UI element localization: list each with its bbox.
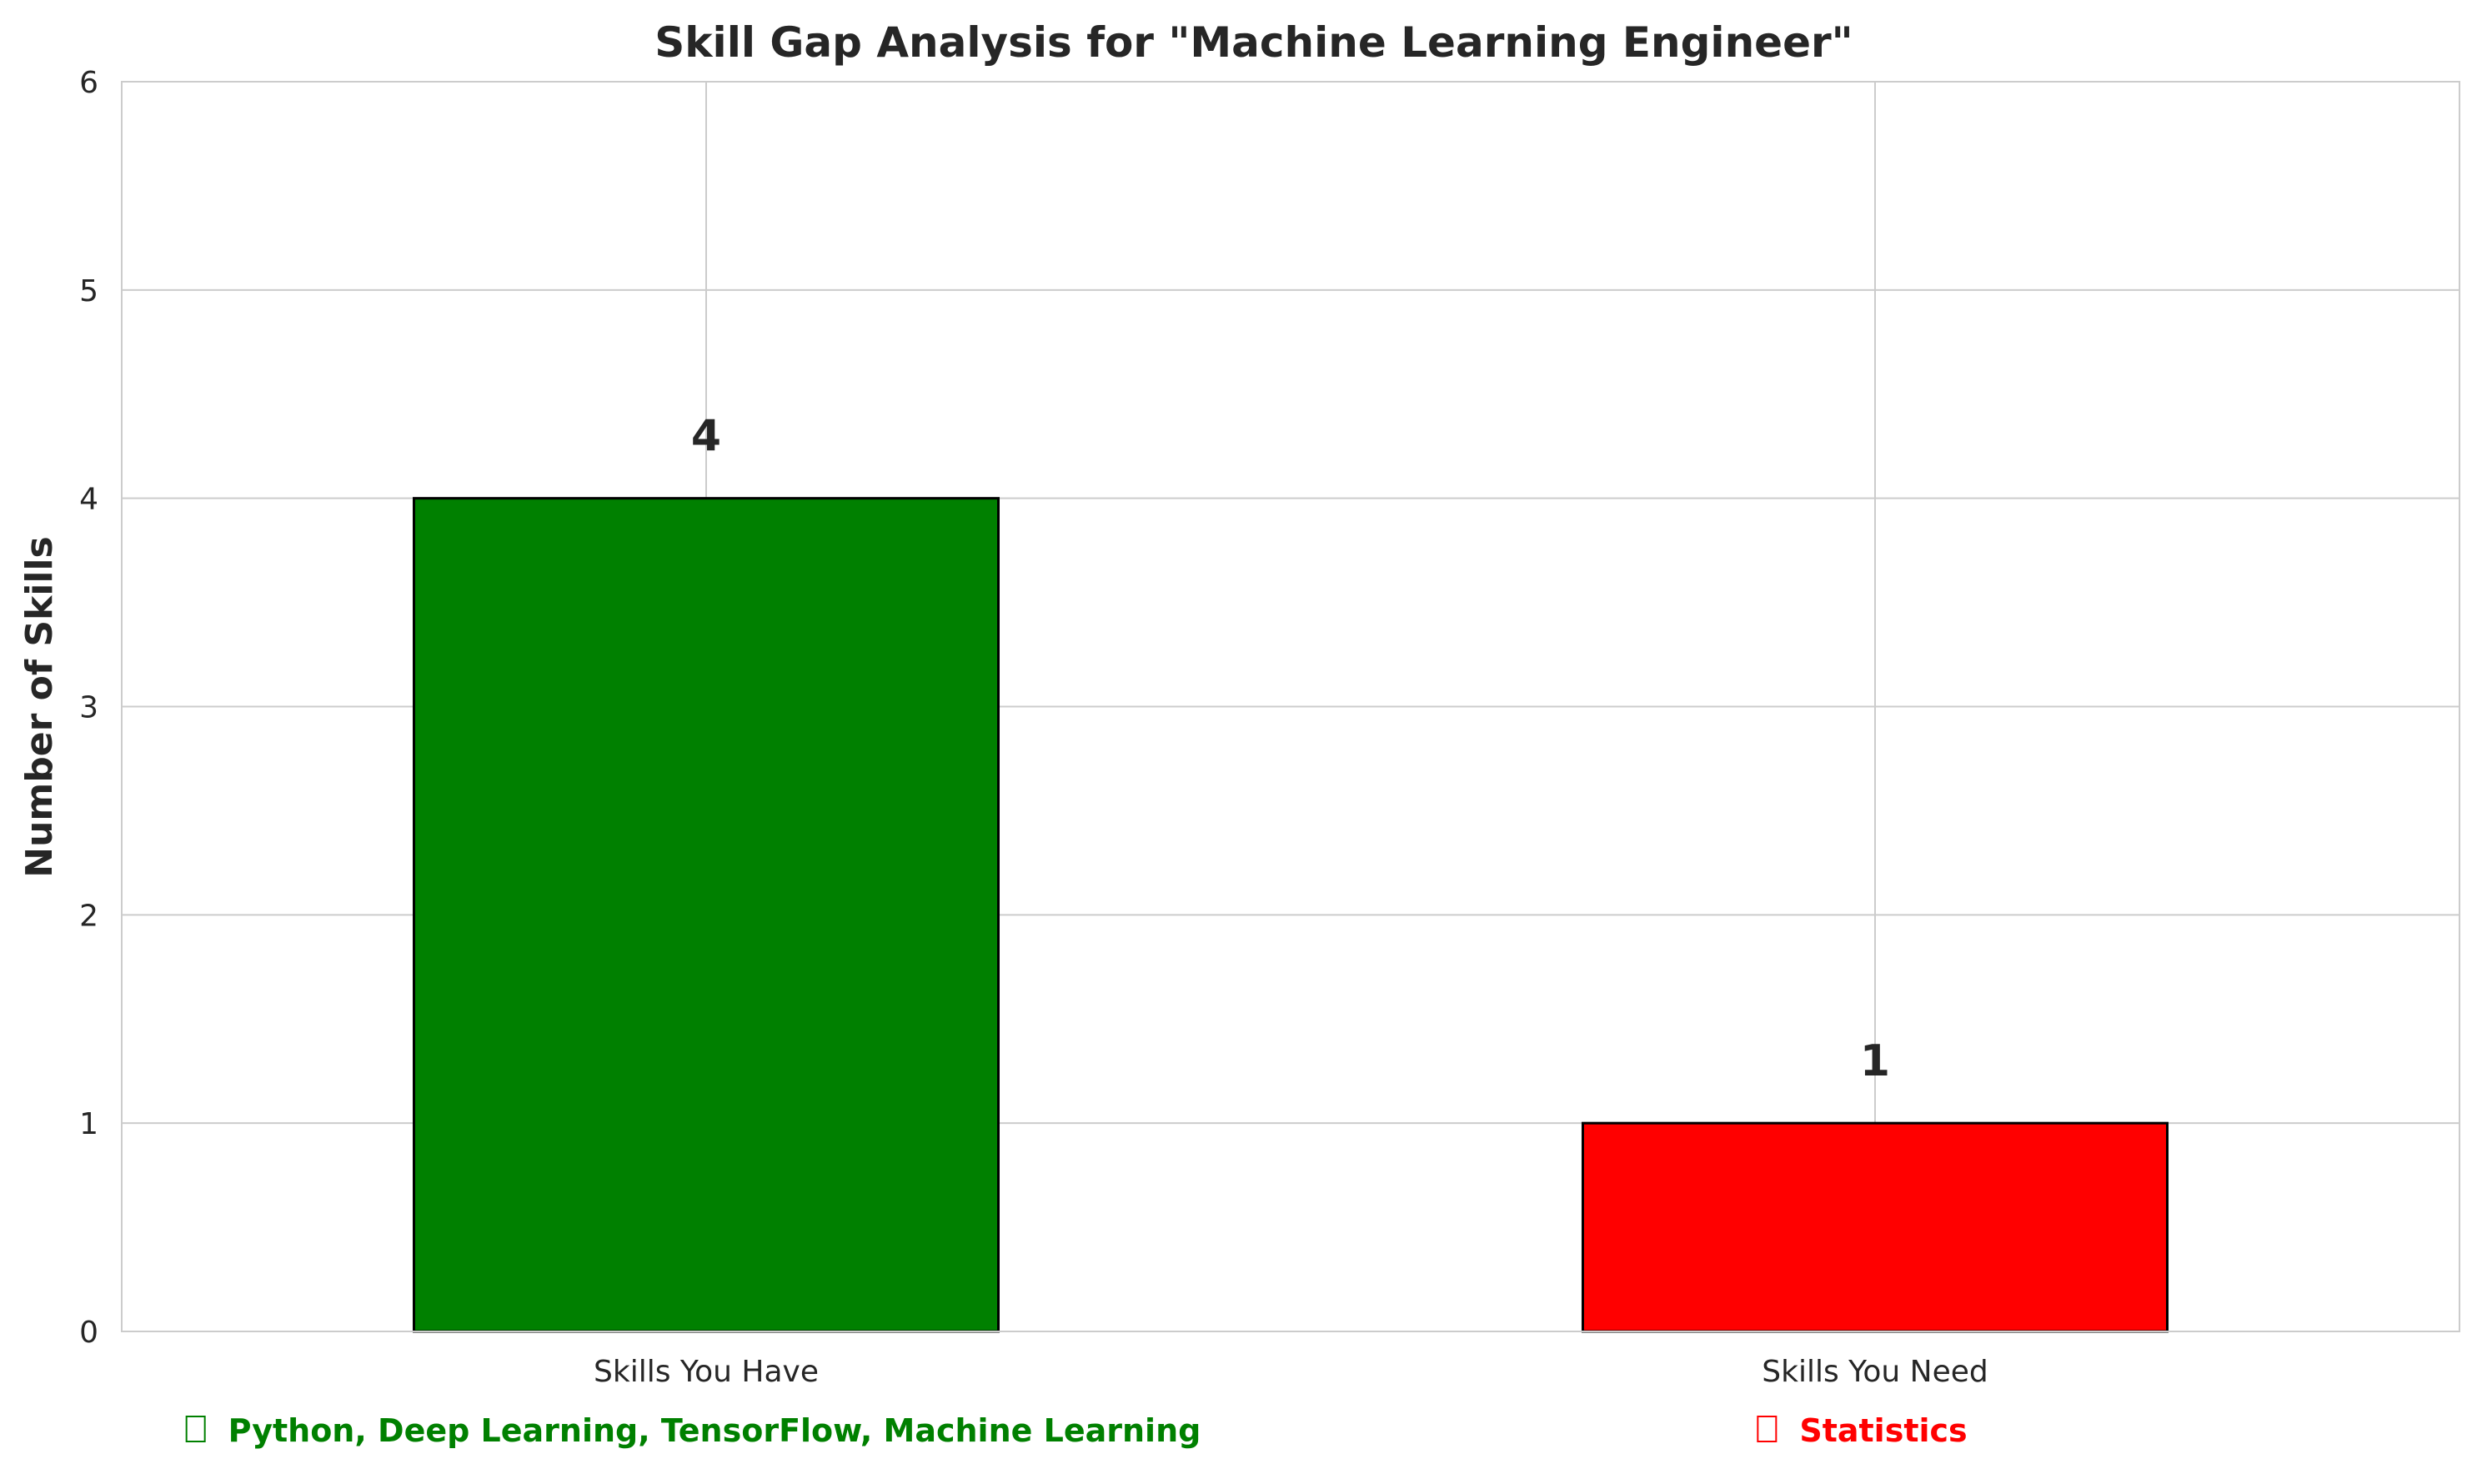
x-tick-label: Skills You Need [1762,1355,1988,1389]
bar [1582,1121,2169,1333]
data-labels: 41 [691,412,1890,1087]
chart-title: Skill Gap Analysis for "Machine Learning… [654,18,1853,67]
y-tick-label: 0 [79,1316,98,1350]
skill-list-text: Statistics [1799,1412,1967,1449]
y-tick-label: 4 [79,483,98,517]
y-axis-label: Number of Skills [18,536,61,877]
skill-list-text: Python, Deep Learning, TensorFlow, Machi… [228,1412,1201,1449]
x-tick-label: Skills You Have [594,1355,819,1389]
skill-lists: Python, Deep Learning, TensorFlow, Machi… [185,1412,1968,1449]
skill-marker-icon [1757,1416,1778,1442]
skill-marker-icon [185,1416,206,1442]
plot-frame [121,81,2460,1332]
x-tick-labels: Skills You Have Skills You Need [594,1355,1988,1389]
y-tick-label: 5 [79,274,98,308]
data-label: 1 [1860,1036,1890,1086]
y-tick-labels: 0 1 2 3 4 5 6 [79,66,98,1350]
bar [413,497,1000,1333]
y-tick-label: 3 [79,691,98,725]
bars [413,497,2169,1333]
data-label: 4 [691,412,721,462]
y-tick-label: 2 [79,899,98,933]
y-tick-label: 6 [79,66,98,100]
y-tick-label: 1 [79,1107,98,1141]
